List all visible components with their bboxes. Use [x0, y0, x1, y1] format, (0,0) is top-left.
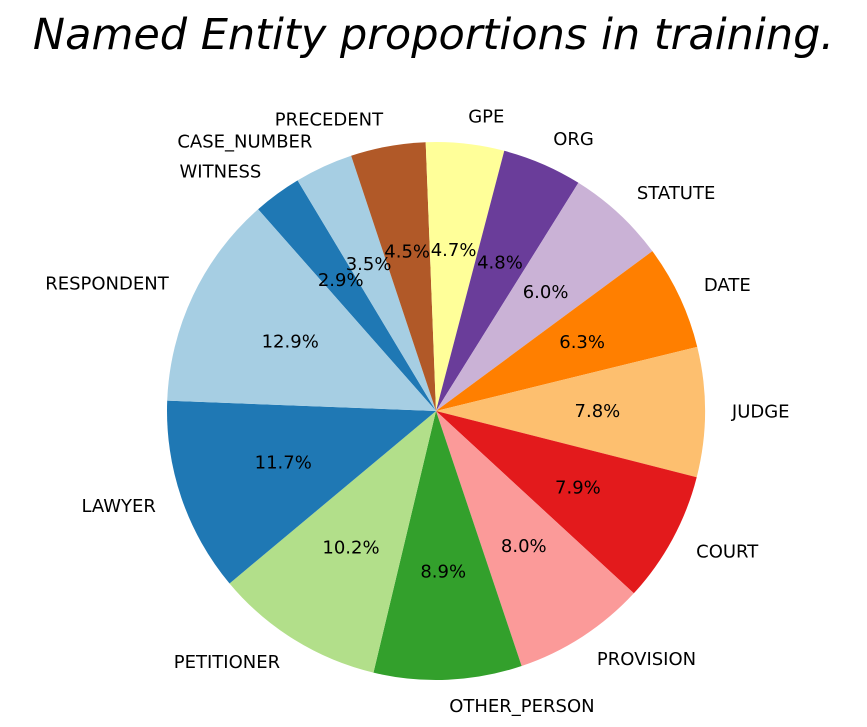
category-label-date: DATE	[704, 275, 751, 296]
category-label-gpe: GPE	[468, 106, 504, 127]
pie-slice-org	[436, 150, 579, 411]
pie-slice-date	[436, 251, 698, 411]
percent-label-gpe: 4.7%	[431, 240, 477, 261]
pie-slice-respondent	[167, 209, 436, 411]
category-label-org: ORG	[553, 129, 594, 150]
category-label-witness: WITNESS	[180, 162, 262, 183]
pie-percent-labels: 2.9%3.5%4.5% 4.7%4.8%6.0% 6.3% 7.8% 7.9% 8.0%…	[255, 240, 621, 583]
category-label-judge: JUDGE	[731, 402, 790, 423]
category-label-precedent: PRECEDENT	[275, 109, 384, 130]
pie-slice-statute	[436, 182, 653, 411]
pie-slice-lawyer	[167, 400, 436, 584]
category-label-statute: STATUTE	[637, 183, 715, 204]
pie-slice-judge	[436, 346, 705, 478]
percent-label-petitioner: 10.2%	[322, 538, 379, 559]
percent-label-other-person: 8.9%	[420, 562, 466, 583]
pie-slice-petitioner	[229, 411, 436, 673]
pie-slice-court	[436, 411, 697, 594]
category-label-court: COURT	[696, 542, 759, 563]
percent-label-case-number: 3.5%	[346, 254, 392, 275]
category-label-lawyer: LAWYER	[81, 496, 155, 517]
chart-title: Named Entity proportions in training.	[32, 10, 835, 60]
pie-slice-witness	[258, 180, 436, 411]
pie-slice-case-number	[297, 155, 436, 411]
pie-slice-gpe	[425, 142, 505, 412]
percent-label-org: 4.8%	[477, 252, 523, 273]
category-label-other-person: OTHER_PERSON	[449, 696, 594, 717]
category-label-petitioner: PETITIONER	[174, 652, 280, 673]
percent-label-court: 7.9%	[555, 477, 601, 498]
percent-label-statute: 6.0%	[523, 282, 569, 303]
percent-label-judge: 7.8%	[575, 401, 621, 422]
percent-label-respondent: 12.9%	[262, 331, 319, 352]
percent-label-provision: 8.0%	[501, 536, 547, 557]
percent-label-precedent: 4.5%	[384, 242, 430, 263]
pie-slices	[167, 142, 705, 680]
pie-slice-provision	[436, 411, 634, 667]
category-label-case-number: CASE_NUMBER	[177, 132, 312, 153]
percent-label-lawyer: 11.7%	[255, 453, 312, 474]
category-label-respondent: RESPONDENT	[45, 274, 169, 295]
pie-slice-precedent	[351, 142, 436, 412]
percent-label-witness: 2.9%	[318, 270, 364, 291]
percent-label-date: 6.3%	[559, 332, 605, 353]
pie-slice-other-person	[373, 411, 522, 680]
category-label-provision: PROVISION	[597, 649, 696, 670]
